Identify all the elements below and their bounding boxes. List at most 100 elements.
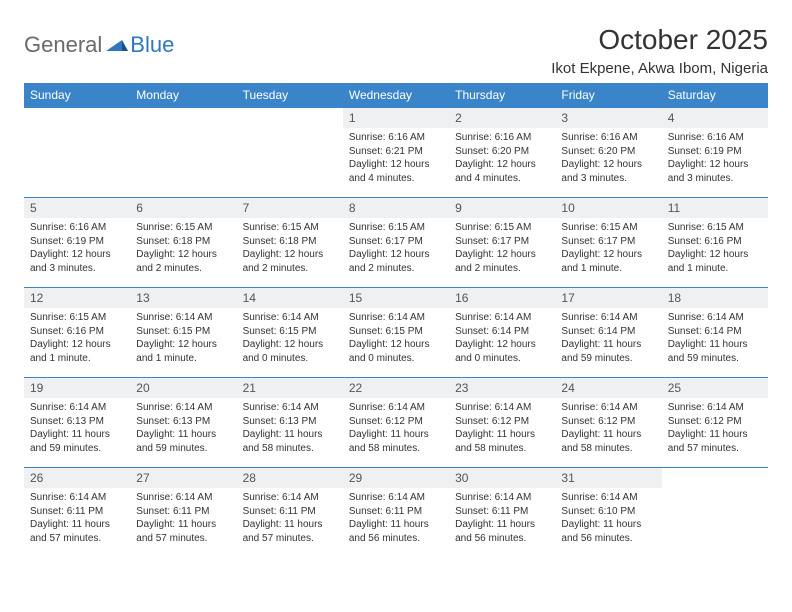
day-number: 28 (237, 468, 343, 488)
weekday-header: Tuesday (237, 83, 343, 108)
sunset-text: Sunset: 6:17 PM (561, 235, 655, 249)
day-number: 14 (237, 288, 343, 308)
daylight-text: Daylight: 11 hours and 57 minutes. (668, 428, 762, 455)
day-details: Sunrise: 6:14 AMSunset: 6:15 PMDaylight:… (343, 308, 449, 369)
weekday-header: Sunday (24, 83, 130, 108)
header: General Blue October 2025 Ikot Ekpene, A… (24, 24, 768, 77)
weekday-header: Thursday (449, 83, 555, 108)
sunrise-text: Sunrise: 6:14 AM (455, 491, 549, 505)
day-details: Sunrise: 6:14 AMSunset: 6:12 PMDaylight:… (662, 398, 768, 459)
sunset-text: Sunset: 6:11 PM (30, 505, 124, 519)
sunset-text: Sunset: 6:19 PM (30, 235, 124, 249)
sunrise-text: Sunrise: 6:14 AM (243, 311, 337, 325)
day-number: 3 (555, 108, 661, 128)
calendar-row: 12Sunrise: 6:15 AMSunset: 6:16 PMDayligh… (24, 288, 768, 378)
sunset-text: Sunset: 6:16 PM (668, 235, 762, 249)
daylight-text: Daylight: 11 hours and 56 minutes. (561, 518, 655, 545)
sunset-text: Sunset: 6:14 PM (561, 325, 655, 339)
calendar-cell: 21Sunrise: 6:14 AMSunset: 6:13 PMDayligh… (237, 378, 343, 468)
sunrise-text: Sunrise: 6:14 AM (561, 491, 655, 505)
day-details: Sunrise: 6:14 AMSunset: 6:14 PMDaylight:… (449, 308, 555, 369)
sunrise-text: Sunrise: 6:14 AM (136, 491, 230, 505)
sunrise-text: Sunrise: 6:15 AM (243, 221, 337, 235)
day-number: 10 (555, 198, 661, 218)
day-number: 17 (555, 288, 661, 308)
sunrise-text: Sunrise: 6:14 AM (136, 401, 230, 415)
calendar-cell: 16Sunrise: 6:14 AMSunset: 6:14 PMDayligh… (449, 288, 555, 378)
sunrise-text: Sunrise: 6:14 AM (136, 311, 230, 325)
day-number: 7 (237, 198, 343, 218)
day-details: Sunrise: 6:14 AMSunset: 6:13 PMDaylight:… (237, 398, 343, 459)
calendar-cell: 18Sunrise: 6:14 AMSunset: 6:14 PMDayligh… (662, 288, 768, 378)
sunrise-text: Sunrise: 6:14 AM (30, 401, 124, 415)
calendar-cell (130, 108, 236, 198)
calendar-cell: 10Sunrise: 6:15 AMSunset: 6:17 PMDayligh… (555, 198, 661, 288)
weekday-header: Monday (130, 83, 236, 108)
daylight-text: Daylight: 11 hours and 58 minutes. (349, 428, 443, 455)
day-number: 24 (555, 378, 661, 398)
day-number: 6 (130, 198, 236, 218)
day-details: Sunrise: 6:15 AMSunset: 6:17 PMDaylight:… (449, 218, 555, 279)
weekday-header: Wednesday (343, 83, 449, 108)
day-details: Sunrise: 6:14 AMSunset: 6:14 PMDaylight:… (555, 308, 661, 369)
day-details: Sunrise: 6:14 AMSunset: 6:12 PMDaylight:… (449, 398, 555, 459)
calendar-body: 1Sunrise: 6:16 AMSunset: 6:21 PMDaylight… (24, 108, 768, 558)
day-number: 5 (24, 198, 130, 218)
sunrise-text: Sunrise: 6:14 AM (243, 401, 337, 415)
sunset-text: Sunset: 6:16 PM (30, 325, 124, 339)
day-details: Sunrise: 6:15 AMSunset: 6:18 PMDaylight:… (237, 218, 343, 279)
daylight-text: Daylight: 12 hours and 1 minute. (561, 248, 655, 275)
sunrise-text: Sunrise: 6:14 AM (349, 401, 443, 415)
calendar-cell: 14Sunrise: 6:14 AMSunset: 6:15 PMDayligh… (237, 288, 343, 378)
daylight-text: Daylight: 12 hours and 0 minutes. (349, 338, 443, 365)
calendar-cell: 2Sunrise: 6:16 AMSunset: 6:20 PMDaylight… (449, 108, 555, 198)
calendar-cell: 5Sunrise: 6:16 AMSunset: 6:19 PMDaylight… (24, 198, 130, 288)
day-number: 11 (662, 198, 768, 218)
day-details: Sunrise: 6:14 AMSunset: 6:15 PMDaylight:… (237, 308, 343, 369)
sunrise-text: Sunrise: 6:14 AM (349, 491, 443, 505)
daylight-text: Daylight: 12 hours and 3 minutes. (561, 158, 655, 185)
day-details: Sunrise: 6:14 AMSunset: 6:11 PMDaylight:… (343, 488, 449, 549)
day-number: 27 (130, 468, 236, 488)
sunrise-text: Sunrise: 6:14 AM (243, 491, 337, 505)
day-details: Sunrise: 6:15 AMSunset: 6:16 PMDaylight:… (24, 308, 130, 369)
daylight-text: Daylight: 11 hours and 56 minutes. (349, 518, 443, 545)
sunset-text: Sunset: 6:14 PM (668, 325, 762, 339)
daylight-text: Daylight: 11 hours and 58 minutes. (243, 428, 337, 455)
sunrise-text: Sunrise: 6:16 AM (349, 131, 443, 145)
calendar-cell: 3Sunrise: 6:16 AMSunset: 6:20 PMDaylight… (555, 108, 661, 198)
sunset-text: Sunset: 6:11 PM (455, 505, 549, 519)
calendar-cell: 7Sunrise: 6:15 AMSunset: 6:18 PMDaylight… (237, 198, 343, 288)
day-number: 18 (662, 288, 768, 308)
calendar-cell: 28Sunrise: 6:14 AMSunset: 6:11 PMDayligh… (237, 468, 343, 558)
sunrise-text: Sunrise: 6:15 AM (349, 221, 443, 235)
title-block: October 2025 Ikot Ekpene, Akwa Ibom, Nig… (551, 24, 768, 77)
calendar-cell: 6Sunrise: 6:15 AMSunset: 6:18 PMDaylight… (130, 198, 236, 288)
logo-mark-icon (106, 35, 128, 56)
calendar-cell: 22Sunrise: 6:14 AMSunset: 6:12 PMDayligh… (343, 378, 449, 468)
day-details: Sunrise: 6:14 AMSunset: 6:13 PMDaylight:… (24, 398, 130, 459)
calendar-cell: 25Sunrise: 6:14 AMSunset: 6:12 PMDayligh… (662, 378, 768, 468)
day-number: 20 (130, 378, 236, 398)
daylight-text: Daylight: 12 hours and 4 minutes. (349, 158, 443, 185)
day-number: 29 (343, 468, 449, 488)
sunset-text: Sunset: 6:12 PM (561, 415, 655, 429)
sunset-text: Sunset: 6:15 PM (243, 325, 337, 339)
calendar-cell: 1Sunrise: 6:16 AMSunset: 6:21 PMDaylight… (343, 108, 449, 198)
calendar-cell: 29Sunrise: 6:14 AMSunset: 6:11 PMDayligh… (343, 468, 449, 558)
daylight-text: Daylight: 11 hours and 57 minutes. (30, 518, 124, 545)
day-details: Sunrise: 6:14 AMSunset: 6:11 PMDaylight:… (24, 488, 130, 549)
logo-text-blue: Blue (130, 32, 174, 58)
sunset-text: Sunset: 6:21 PM (349, 145, 443, 159)
sunset-text: Sunset: 6:11 PM (349, 505, 443, 519)
sunrise-text: Sunrise: 6:14 AM (668, 401, 762, 415)
sunrise-text: Sunrise: 6:16 AM (455, 131, 549, 145)
sunrise-text: Sunrise: 6:14 AM (455, 311, 549, 325)
daylight-text: Daylight: 12 hours and 2 minutes. (243, 248, 337, 275)
calendar-row: 5Sunrise: 6:16 AMSunset: 6:19 PMDaylight… (24, 198, 768, 288)
sunrise-text: Sunrise: 6:15 AM (668, 221, 762, 235)
sunset-text: Sunset: 6:10 PM (561, 505, 655, 519)
day-details: Sunrise: 6:14 AMSunset: 6:11 PMDaylight:… (130, 488, 236, 549)
logo: General Blue (24, 32, 174, 58)
sunrise-text: Sunrise: 6:14 AM (668, 311, 762, 325)
